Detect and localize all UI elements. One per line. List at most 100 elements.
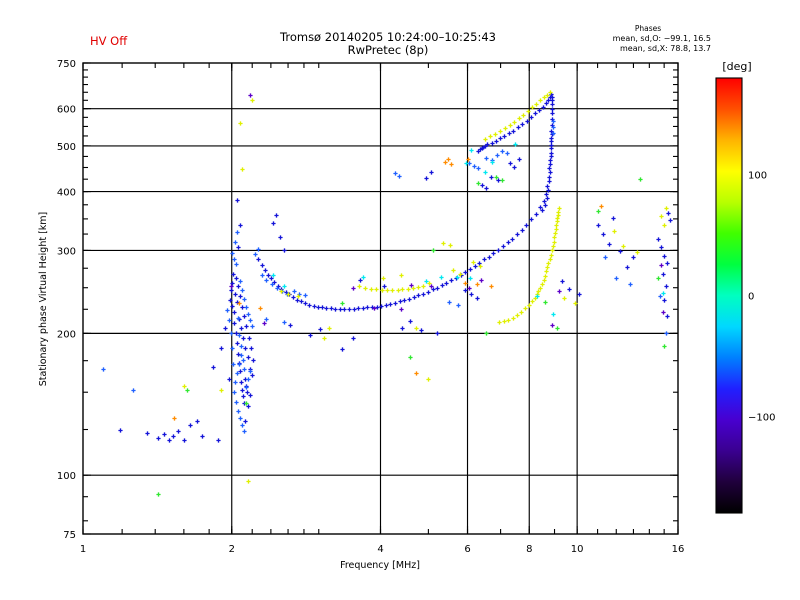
data-point xyxy=(288,323,293,328)
data-point xyxy=(661,272,666,277)
data-point xyxy=(542,95,547,100)
data-point xyxy=(232,321,237,326)
data-point xyxy=(182,438,187,443)
data-point xyxy=(411,286,416,291)
data-point xyxy=(547,179,552,184)
data-point xyxy=(665,314,670,319)
data-point xyxy=(535,294,540,299)
data-point xyxy=(236,316,241,321)
data-point xyxy=(520,228,525,233)
data-point xyxy=(536,289,541,294)
data-point xyxy=(324,306,329,311)
data-point xyxy=(416,285,421,290)
data-point xyxy=(200,434,205,439)
data-point xyxy=(483,170,488,175)
data-point xyxy=(431,248,436,253)
data-point xyxy=(484,186,489,191)
data-point xyxy=(211,365,216,370)
data-point xyxy=(357,284,362,289)
data-point xyxy=(551,125,556,130)
data-point xyxy=(156,492,161,497)
data-point xyxy=(408,355,413,360)
data-point xyxy=(551,119,556,124)
data-point xyxy=(534,102,539,107)
data-point xyxy=(515,313,520,318)
colorbar[interactable]: [deg] 100 0 −100 xyxy=(715,60,775,514)
data-point xyxy=(223,326,228,331)
data-point xyxy=(599,204,604,209)
data-point xyxy=(614,276,619,281)
data-point xyxy=(662,223,667,228)
x-tick-label: 6 xyxy=(464,544,470,555)
data-point xyxy=(469,148,474,153)
data-point xyxy=(431,287,436,292)
data-point xyxy=(482,257,487,262)
scatter-data-layer xyxy=(101,90,673,497)
data-point xyxy=(236,352,241,357)
data-point xyxy=(295,298,300,303)
data-point xyxy=(271,273,276,278)
data-point xyxy=(550,107,555,112)
data-point xyxy=(320,305,325,310)
data-point xyxy=(435,331,440,336)
data-point xyxy=(342,307,347,312)
hv-status-label: HV Off xyxy=(90,34,128,48)
data-point xyxy=(240,423,245,428)
data-point xyxy=(543,203,548,208)
data-point xyxy=(548,158,553,163)
data-point xyxy=(167,438,172,443)
data-point xyxy=(512,120,517,125)
data-point xyxy=(478,264,483,269)
data-point xyxy=(231,272,236,277)
data-point xyxy=(502,134,507,139)
data-point xyxy=(240,167,245,172)
data-point xyxy=(552,235,557,240)
data-point xyxy=(601,232,606,237)
data-point xyxy=(236,409,241,414)
data-point xyxy=(533,111,538,116)
data-point xyxy=(635,250,640,255)
data-point xyxy=(664,206,669,211)
data-point xyxy=(365,305,370,310)
data-point xyxy=(517,157,522,162)
data-point xyxy=(621,244,626,249)
data-point xyxy=(662,298,667,303)
data-point xyxy=(666,211,671,216)
data-point xyxy=(546,98,551,103)
data-point xyxy=(260,263,265,268)
data-point xyxy=(239,353,244,358)
data-point xyxy=(463,270,468,275)
data-point xyxy=(483,144,488,149)
data-point xyxy=(662,344,667,349)
data-point xyxy=(235,230,240,235)
data-point xyxy=(246,479,251,484)
data-point xyxy=(408,319,413,324)
data-point xyxy=(497,320,502,325)
x-tick-labels: 1 2 4 6 8 10 16 xyxy=(80,544,685,555)
data-point xyxy=(625,265,630,270)
data-point xyxy=(446,157,451,162)
data-point xyxy=(424,279,429,284)
data-point xyxy=(303,293,308,298)
data-point xyxy=(511,316,516,321)
y-tick-label: 200 xyxy=(57,329,76,340)
data-point xyxy=(247,336,252,341)
data-point xyxy=(274,213,279,218)
data-point xyxy=(489,284,494,289)
data-point xyxy=(444,281,449,286)
y-tick-label: 400 xyxy=(57,188,76,199)
data-point xyxy=(529,217,534,222)
data-point xyxy=(479,278,484,283)
data-point xyxy=(225,308,230,313)
data-point xyxy=(307,303,312,308)
data-point xyxy=(440,283,445,288)
data-point xyxy=(393,171,398,176)
data-point xyxy=(400,287,405,292)
data-point xyxy=(375,305,380,310)
x-tick-label: 4 xyxy=(377,544,383,555)
data-point xyxy=(238,223,243,228)
data-point xyxy=(229,284,234,289)
data-point xyxy=(407,297,412,302)
data-point xyxy=(282,320,287,325)
data-point xyxy=(162,432,167,437)
